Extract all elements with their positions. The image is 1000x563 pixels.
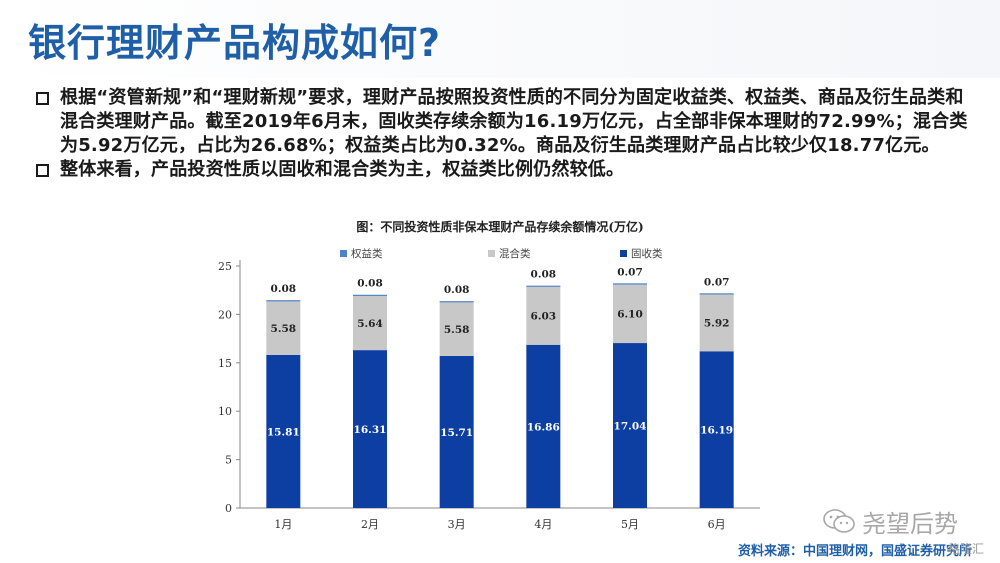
bar-segment bbox=[353, 295, 387, 351]
data-label: 16.19 bbox=[700, 425, 733, 437]
bullet-list: 根据“资管新规”和“理财新规”要求，理财产品按照投资性质的不同分为固定收益类、权… bbox=[36, 86, 981, 182]
bullet-item: 整体来看，产品投资性质以固收和混合类为主，权益类比例仍然较低。 bbox=[36, 158, 981, 182]
legend-swatch bbox=[340, 250, 347, 257]
data-label: 5.58 bbox=[271, 323, 297, 335]
bar-segment bbox=[699, 293, 734, 352]
bar-segment bbox=[526, 344, 561, 508]
bar-segment bbox=[353, 294, 387, 296]
bar-segment bbox=[526, 285, 561, 287]
legend-label: 固收类 bbox=[631, 247, 663, 260]
bullet-text: 根据“资管新规”和“理财新规”要求，理财产品按照投资性质的不同分为固定收益类、权… bbox=[60, 87, 968, 156]
page-title: 银行理财产品构成如何? bbox=[28, 21, 442, 65]
corner-watermark: 格隆汇 bbox=[948, 542, 985, 556]
bar-segment bbox=[353, 350, 387, 508]
data-label: 6.10 bbox=[617, 309, 643, 321]
y-tick-label: 15 bbox=[218, 357, 232, 370]
bar-segment bbox=[266, 300, 301, 355]
data-label: 0.08 bbox=[357, 278, 383, 290]
data-label: 0.08 bbox=[444, 284, 470, 296]
x-tick-label: 3月 bbox=[448, 518, 466, 531]
x-tick-label: 2月 bbox=[361, 518, 379, 531]
y-tick-label: 0 bbox=[225, 502, 232, 515]
y-tick-label: 25 bbox=[218, 260, 232, 273]
x-tick-label: 1月 bbox=[274, 518, 292, 531]
data-label: 5.58 bbox=[444, 324, 470, 336]
source-note: 资料来源：中国理财网，国盛证券研究所 bbox=[737, 544, 972, 559]
bar-segment bbox=[613, 343, 647, 508]
bar-segment bbox=[439, 355, 474, 508]
bullet-item: 根据“资管新规”和“理财新规”要求，理财产品按照投资性质的不同分为固定收益类、权… bbox=[36, 86, 981, 158]
data-label: 0.08 bbox=[271, 283, 297, 295]
data-label: 0.08 bbox=[531, 269, 557, 281]
data-label: 5.92 bbox=[704, 318, 730, 330]
watermark-text: 尧望后势 bbox=[862, 510, 958, 538]
bar-segment bbox=[439, 301, 474, 303]
data-label: 15.71 bbox=[440, 427, 473, 439]
bar-segment bbox=[613, 283, 647, 285]
bar-segment bbox=[526, 286, 561, 345]
data-label: 0.07 bbox=[704, 276, 730, 288]
legend-label: 混合类 bbox=[499, 247, 531, 260]
bar-segment bbox=[266, 300, 301, 302]
y-tick-label: 20 bbox=[218, 308, 232, 321]
legend-swatch bbox=[488, 250, 495, 257]
data-label: 17.04 bbox=[614, 421, 647, 433]
bullet-text: 整体来看，产品投资性质以固收和混合类为主，权益类比例仍然较低。 bbox=[60, 159, 625, 180]
bar-segment bbox=[699, 293, 734, 295]
x-tick-label: 4月 bbox=[534, 518, 552, 531]
y-tick-label: 10 bbox=[218, 405, 232, 418]
data-label: 15.81 bbox=[267, 426, 300, 438]
x-tick-label: 6月 bbox=[708, 518, 726, 531]
data-label: 16.86 bbox=[527, 421, 560, 433]
x-tick-label: 5月 bbox=[621, 518, 639, 531]
data-label: 0.07 bbox=[617, 266, 643, 278]
stacked-bar-chart: 0 5 10 15 20 25 15.81 5.58 0.08 1月 16.31 5.64 0.08 2月… bbox=[218, 247, 760, 531]
bar-segment bbox=[699, 351, 734, 508]
legend-swatch bbox=[620, 250, 627, 257]
square-bullet-icon bbox=[36, 164, 49, 177]
chart-title: 图：不同投资性质非保本理财产品存续余额情况(万亿) bbox=[356, 220, 644, 234]
bar-segment bbox=[613, 284, 647, 344]
square-bullet-icon bbox=[36, 92, 49, 105]
y-tick-label: 5 bbox=[225, 454, 232, 467]
bar-segment bbox=[266, 354, 301, 508]
header-band bbox=[0, 0, 1000, 78]
legend-label: 权益类 bbox=[351, 247, 383, 260]
wechat-icon bbox=[823, 509, 855, 533]
data-label: 16.31 bbox=[354, 424, 387, 436]
data-label: 5.64 bbox=[357, 318, 383, 330]
data-label: 6.03 bbox=[531, 311, 557, 323]
bar-segment bbox=[439, 301, 474, 356]
